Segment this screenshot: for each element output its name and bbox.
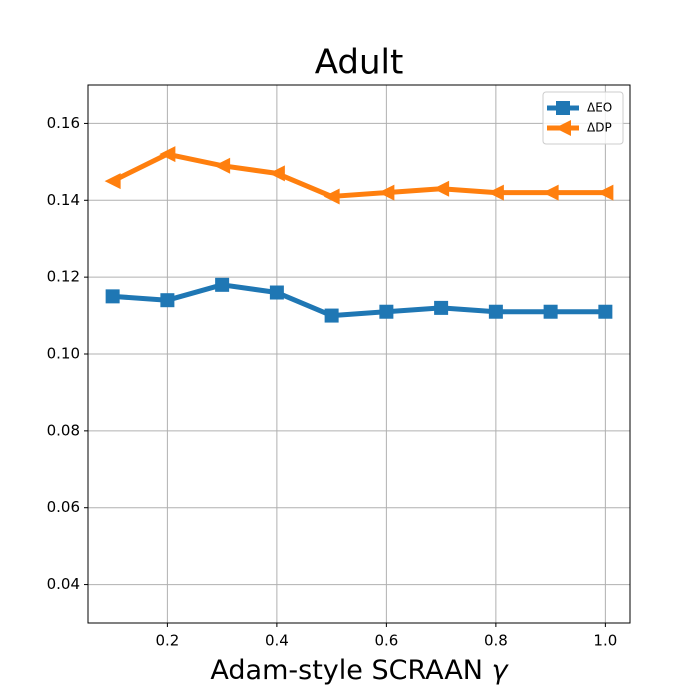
- data-point: [434, 300, 449, 315]
- y-tick-label: 0.16: [47, 114, 80, 132]
- data-point: [324, 308, 339, 323]
- series-line: [112, 282, 606, 319]
- data-point: [543, 304, 558, 319]
- x-tick-label: 1.0: [593, 632, 617, 650]
- x-tick-label: 0.8: [484, 632, 508, 650]
- y-tick-label: 0.14: [47, 191, 80, 209]
- data-point: [378, 184, 395, 201]
- legend-label: ΔEO: [587, 101, 612, 115]
- data-point: [268, 165, 285, 182]
- data-point: [104, 173, 121, 190]
- data-point: [598, 304, 613, 319]
- data-point: [105, 289, 120, 304]
- legend-label: ΔDP: [587, 121, 612, 135]
- data-point: [597, 184, 614, 201]
- data-point: [159, 146, 176, 163]
- plot-frame: [87, 84, 631, 624]
- data-point: [542, 184, 559, 201]
- y-tick-label: 0.04: [47, 575, 80, 593]
- data-point: [487, 184, 504, 201]
- data-point: [214, 157, 231, 174]
- data-point: [379, 304, 394, 319]
- y-tick-label: 0.12: [47, 268, 80, 286]
- data-point: [160, 293, 175, 308]
- data-point: [433, 180, 450, 197]
- data-point: [488, 304, 503, 319]
- x-axis-label: Adam-style SCRAAN γ: [210, 655, 509, 686]
- y-tick-label: 0.06: [47, 498, 80, 516]
- x-tick-label: 0.4: [265, 632, 289, 650]
- x-tick-label: 0.2: [155, 632, 179, 650]
- legend-marker: [556, 101, 570, 115]
- chart-title: Adult: [315, 43, 404, 83]
- legend-marker: [555, 120, 571, 136]
- legend: ΔEO ΔDP: [542, 91, 624, 145]
- y-tick-label: 0.10: [47, 345, 80, 363]
- series-line: [111, 151, 606, 199]
- data-point: [269, 285, 284, 300]
- y-tick-label: 0.08: [47, 421, 80, 439]
- data-point: [215, 277, 230, 292]
- data-point: [323, 188, 340, 205]
- x-tick-label: 0.6: [374, 632, 398, 650]
